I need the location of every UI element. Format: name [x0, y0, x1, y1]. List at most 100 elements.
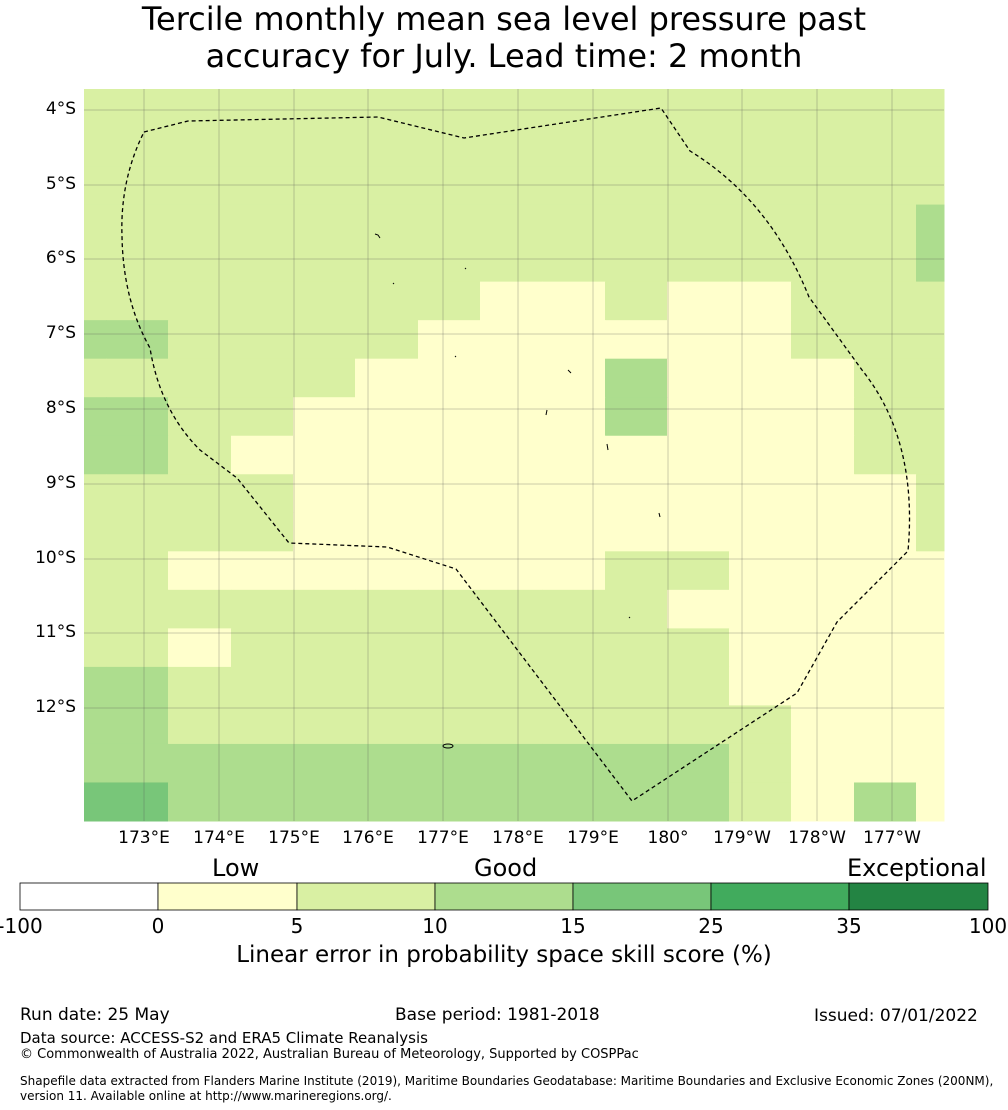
grid-cell: [542, 782, 606, 822]
grid-cell: [916, 397, 945, 437]
grid-cell: [231, 89, 294, 129]
colorbar-segment: [296, 882, 436, 911]
copyright: © Commonwealth of Australia 2022, Austra…: [20, 1047, 639, 1062]
colorbar-segment: [434, 882, 574, 911]
grid-cell: [480, 166, 543, 206]
grid-cell: [231, 281, 294, 321]
grid-cell: [106, 397, 169, 437]
grid-cell: [293, 666, 356, 706]
grid-cell: [729, 589, 792, 629]
grid-cell: [293, 358, 356, 398]
grid-cell: [168, 782, 232, 822]
grid-cell: [480, 89, 543, 129]
shapefile-credit-line1: Shapefile data extracted from Flanders M…: [20, 1074, 994, 1088]
grid-cell: [729, 166, 792, 206]
grid-cell: [293, 512, 356, 552]
grid-cell: [106, 166, 169, 206]
grid-cell: [480, 512, 543, 552]
colorbar-tick-100: 100: [968, 914, 1008, 938]
grid-cell: [542, 705, 606, 745]
grid-cell: [605, 397, 668, 437]
grid-cell: [480, 705, 543, 745]
grid-cell: [106, 320, 169, 360]
colorbar-segment: [848, 882, 989, 911]
grid-cell: [168, 474, 232, 514]
grid-cell: [916, 281, 945, 321]
grid-cell: [605, 589, 668, 629]
grid-cell: [916, 474, 945, 514]
grid-cell: [542, 743, 606, 783]
grid-cell: [854, 705, 917, 745]
grid-cell: [667, 204, 730, 244]
grid-cell: [106, 512, 169, 552]
grid-cell: [231, 743, 294, 783]
grid-cell: [84, 589, 107, 629]
grid-cell: [418, 89, 481, 129]
grid-cell: [231, 666, 294, 706]
grid-cell: [84, 705, 107, 745]
grid-cell: [667, 666, 730, 706]
grid-cell: [293, 589, 356, 629]
grid-cell: [605, 358, 668, 398]
grid-cell: [729, 743, 792, 783]
grid-cell: [667, 89, 730, 129]
grid-cell: [542, 628, 606, 668]
lat-label-7s: 7°S: [45, 323, 76, 343]
grid-cell: [84, 666, 107, 706]
grid-cell: [84, 435, 107, 475]
grid-cell: [542, 281, 606, 321]
grid-cell: [84, 204, 107, 244]
graticule: [84, 89, 944, 821]
lon-label-179w: 179°W: [713, 828, 771, 848]
grid-cell: [605, 320, 668, 360]
grid-cell: [355, 512, 419, 552]
grid-cell: [791, 705, 855, 745]
grid-cell: [791, 243, 855, 283]
colorbar-segment: [19, 882, 159, 911]
grid-cell: [729, 435, 792, 475]
lon-label-177e: 177°E: [417, 828, 469, 848]
grid-cell: [791, 89, 855, 129]
grid-cell: [106, 705, 169, 745]
colorbar-tick-25: 25: [698, 914, 724, 938]
grid-cell: [480, 243, 543, 283]
grid-cell: [355, 628, 419, 668]
shapefile-credit-line2: version 11. Available online at http://w…: [20, 1089, 392, 1103]
grid-cell: [231, 243, 294, 283]
grid-cell: [293, 281, 356, 321]
grid-cell: [542, 243, 606, 283]
grid-cell: [355, 705, 419, 745]
grid-cell: [791, 397, 855, 437]
grid-cell: [729, 320, 792, 360]
grid-cell: [355, 435, 419, 475]
grid-cell: [667, 127, 730, 167]
grid-cell: [542, 512, 606, 552]
grid-cell: [854, 281, 917, 321]
grid-cell: [418, 320, 481, 360]
grid-cell: [168, 705, 232, 745]
lat-label-9s: 9°S: [45, 473, 76, 493]
grid-cell: [916, 243, 945, 283]
grid-cell: [605, 243, 668, 283]
grid-cell: [916, 166, 945, 206]
grid-cell: [418, 589, 481, 629]
grid-cell: [854, 358, 917, 398]
grid-cell: [729, 551, 792, 591]
grid-cell: [791, 320, 855, 360]
grid-cell: [418, 397, 481, 437]
grid-cell: [106, 666, 169, 706]
grid-cell: [605, 474, 668, 514]
lon-label-177w: 177°W: [863, 828, 921, 848]
grid-cell: [418, 782, 481, 822]
grid-cell: [84, 474, 107, 514]
grid-cell: [418, 435, 481, 475]
grid-cell: [355, 281, 419, 321]
grid-cell: [605, 782, 668, 822]
grid-cell: [231, 397, 294, 437]
grid-cell: [106, 551, 169, 591]
category-good: Good: [474, 854, 538, 882]
grid-cell: [355, 243, 419, 283]
grid-cell: [667, 512, 730, 552]
grid-cell: [854, 589, 917, 629]
grid-cell: [791, 281, 855, 321]
